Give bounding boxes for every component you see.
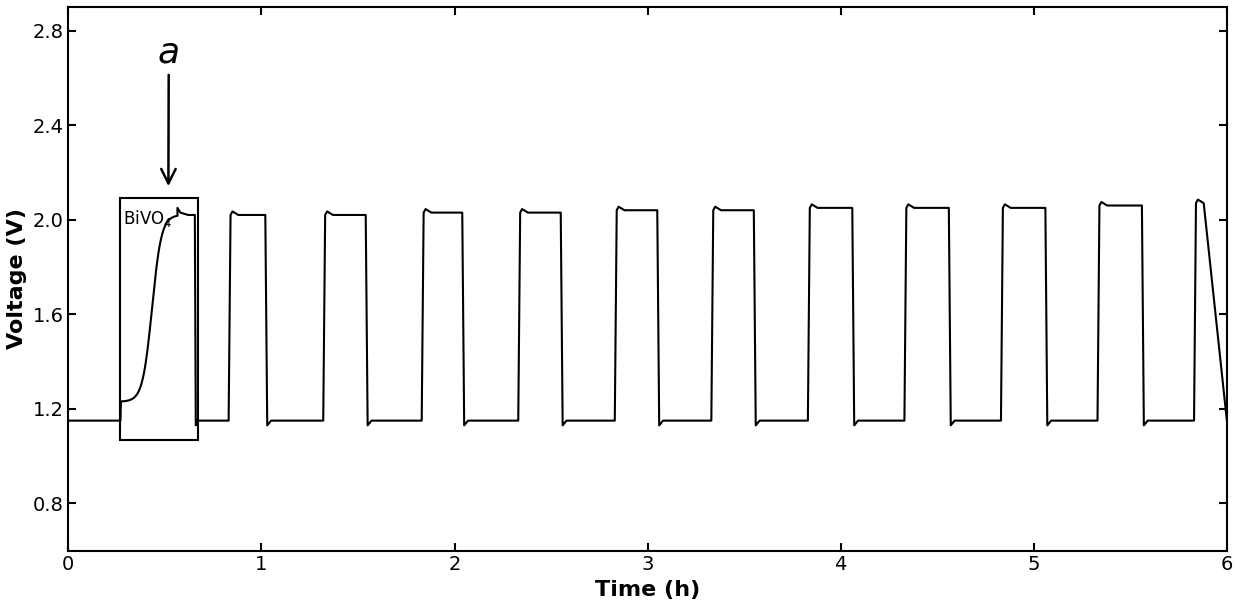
Text: BiVO$_4$: BiVO$_4$ (124, 208, 172, 229)
Bar (120, 198, 197, 439)
Text: a: a (157, 35, 180, 183)
Y-axis label: Voltage (V): Voltage (V) (7, 208, 27, 349)
X-axis label: Time (h): Time (h) (595, 580, 701, 600)
